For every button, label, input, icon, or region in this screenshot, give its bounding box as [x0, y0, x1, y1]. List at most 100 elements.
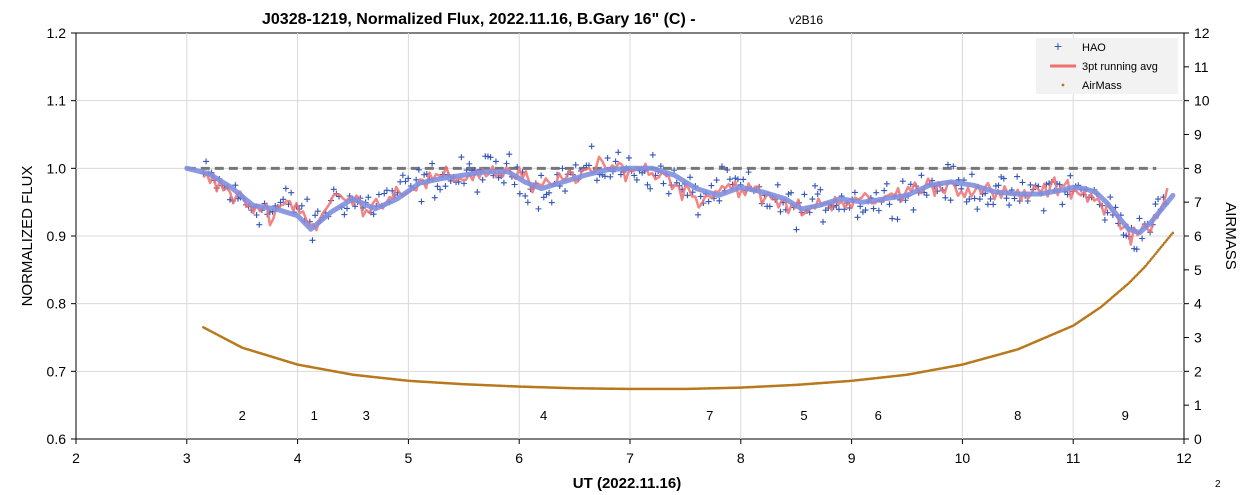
- hao-point: [1040, 207, 1047, 214]
- y2-tick-label: 0: [1194, 431, 1202, 447]
- hao-point: [503, 160, 510, 167]
- event-label: 6: [875, 408, 882, 423]
- hao-point: [617, 171, 624, 178]
- smoothed-trend-line: [184, 165, 1176, 236]
- hao-point: [572, 161, 579, 168]
- hao-point: [1027, 181, 1034, 188]
- hao-point: [918, 172, 925, 179]
- hao-point: [253, 211, 260, 218]
- tick-labels: 2 3 4 5 6 7 8 9 10 11 120.60.70.80.91.01.11.201234…: [47, 25, 1210, 466]
- axes: [71, 32, 1189, 444]
- hao-point: [984, 201, 991, 208]
- hao-point: [593, 177, 600, 184]
- y-tick-label: 0.8: [47, 296, 67, 312]
- y2-tick-label: 8: [1194, 160, 1202, 176]
- airmass-point: [1145, 263, 1149, 266]
- hao-point: [899, 178, 906, 185]
- x-axis-label: UT (2022.11.16): [573, 475, 681, 492]
- hao-point: [463, 167, 470, 174]
- airmass-point: [1170, 233, 1173, 236]
- hao-point: [487, 154, 494, 161]
- hao-point: [604, 155, 611, 162]
- hao-point: [862, 207, 869, 214]
- hao-point: [442, 183, 449, 190]
- event-label: 4: [540, 408, 547, 423]
- hao-point: [732, 175, 739, 182]
- hao-point: [522, 192, 529, 199]
- y-tick-label: 0.6: [47, 431, 67, 447]
- hao-point: [203, 158, 210, 165]
- y2-axis-label: AIRMASS: [1222, 202, 1239, 270]
- hao-point: [484, 153, 491, 160]
- hao-point: [785, 191, 792, 198]
- hao-point: [974, 206, 981, 213]
- hao-point: [740, 176, 747, 183]
- hao-point: [950, 163, 957, 170]
- hao-point: [434, 183, 441, 190]
- hao-point: [1101, 216, 1108, 223]
- hao-point: [511, 181, 518, 188]
- legend: + HAO 3pt running avg AirMass: [1036, 38, 1178, 94]
- x-tick-label: 2: [72, 450, 80, 466]
- hao-point: [660, 180, 667, 187]
- hao-point: [987, 195, 994, 202]
- hao-point: [633, 176, 640, 183]
- hao-point: [718, 163, 725, 170]
- airmass-point: [1147, 261, 1150, 264]
- airmass-point: [1167, 236, 1170, 240]
- hao-point: [766, 203, 773, 210]
- legend-marker-airmass: [1061, 83, 1065, 87]
- hao-point: [883, 180, 890, 187]
- hao-point: [415, 166, 422, 173]
- y2-tick-label: 3: [1194, 330, 1202, 346]
- hao-point: [562, 188, 569, 195]
- event-label: 9: [1122, 408, 1129, 423]
- event-label: 3: [363, 408, 370, 423]
- hao-point: [1133, 246, 1140, 253]
- airmass-point: [1148, 259, 1152, 263]
- hao-point: [817, 186, 824, 193]
- hao-point: [500, 179, 507, 186]
- hao-point: [963, 198, 970, 205]
- hao-point: [370, 211, 377, 218]
- hao-point: [870, 205, 877, 212]
- hao-point: [288, 189, 295, 196]
- hao-point: [745, 169, 752, 176]
- hao-point: [875, 207, 882, 214]
- chart-version: v2B16: [789, 13, 823, 27]
- hao-point: [524, 199, 531, 206]
- hao-point: [421, 171, 428, 178]
- hao-point: [788, 189, 795, 196]
- hao-point: [971, 195, 978, 202]
- airmass-point: [1159, 245, 1163, 249]
- hao-point: [375, 191, 382, 198]
- hao-point: [1059, 201, 1066, 208]
- y2-tick-label: 4: [1194, 296, 1202, 312]
- page-number: 2: [1215, 479, 1221, 490]
- event-label: 8: [1014, 408, 1021, 423]
- y-tick-label: 0.7: [47, 363, 67, 379]
- hao-point: [535, 205, 542, 212]
- hao-point: [540, 194, 547, 201]
- airmass-point: [1157, 249, 1160, 252]
- hao-point: [365, 194, 372, 201]
- airmass-point: [1151, 256, 1154, 259]
- hao-point: [942, 194, 949, 201]
- airmass-point: [1161, 243, 1165, 247]
- hao-point: [902, 197, 909, 204]
- x-tick-label: 3: [183, 450, 191, 466]
- hao-point: [546, 189, 553, 196]
- hao-point: [506, 151, 513, 158]
- airmass-series: [202, 231, 1175, 391]
- legend-label-airmass: AirMass: [1082, 80, 1122, 92]
- airmass-point: [1168, 234, 1172, 238]
- hao-point: [402, 178, 409, 185]
- hao-point: [881, 187, 888, 194]
- hao-point: [381, 190, 388, 197]
- y-tick-label: 1.2: [47, 25, 67, 41]
- airmass-point: [1158, 247, 1162, 250]
- y2-tick-label: 1: [1194, 397, 1202, 413]
- hao-point: [1014, 173, 1021, 180]
- hao-point: [1139, 235, 1146, 242]
